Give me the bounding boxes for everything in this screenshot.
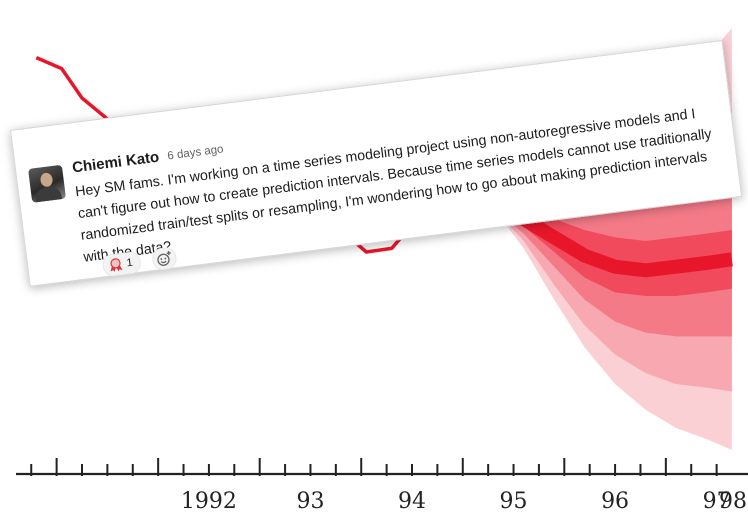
x-tick-label: 97 <box>703 489 731 514</box>
chat-message-card: Chiemi Kato 6 days ago Hey SM fams. I'm … <box>10 40 743 287</box>
avatar[interactable] <box>28 164 67 203</box>
prize-ribbon-icon <box>110 258 123 273</box>
x-tick-label: 95 <box>500 489 528 514</box>
x-tick-label: 96 <box>601 489 629 514</box>
x-axis-ticks <box>30 458 718 476</box>
x-tick-label: 94 <box>398 489 426 514</box>
add-reaction-button[interactable] <box>151 246 178 272</box>
x-tick-label: 93 <box>296 489 324 514</box>
x-tick-label: 1992 <box>181 489 237 514</box>
x-tick-label: 98 <box>719 489 747 514</box>
reaction-pill[interactable]: 1 <box>101 250 143 278</box>
fan-median <box>490 201 733 278</box>
timestamp[interactable]: 6 days ago <box>166 143 225 163</box>
reaction-count: 1 <box>125 256 134 270</box>
add-emoji-icon <box>157 251 171 266</box>
